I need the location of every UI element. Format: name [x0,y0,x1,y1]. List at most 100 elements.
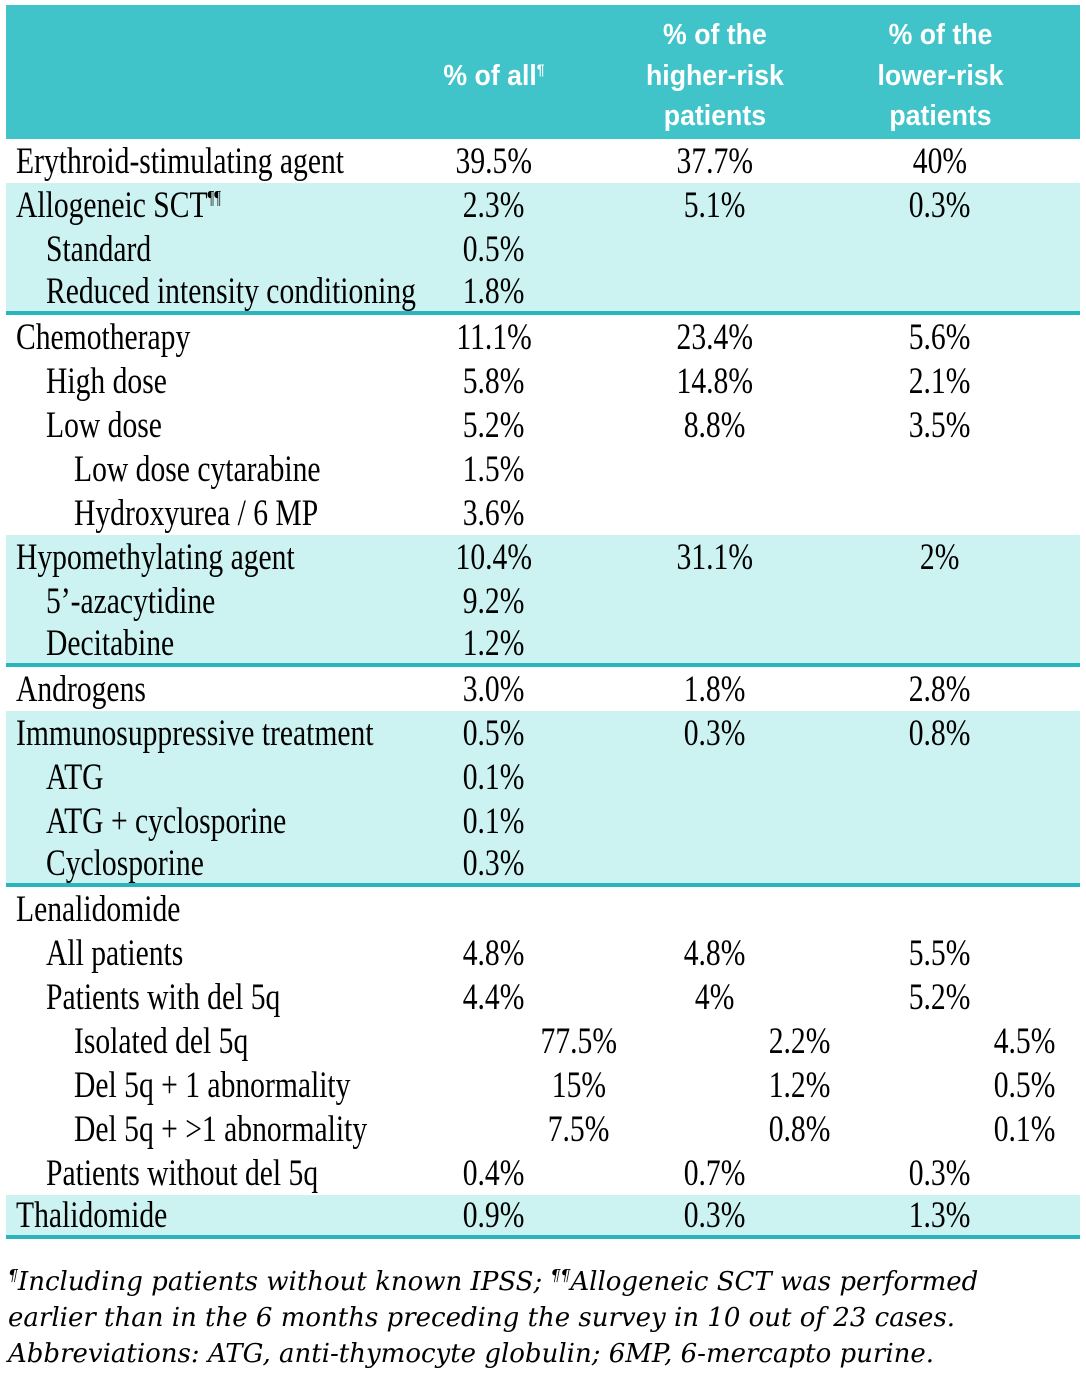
table-row: All patients 4.8% 4.8% 5.5% [6,931,1080,975]
table-row: Allogeneic SCT¶¶ 2.3% 5.1% 0.3% [6,183,1080,227]
row-label-text: Lenalidomide [16,888,181,930]
header-higher-risk-label: % of the higher-risk patients [646,19,784,133]
value-cell: 0.3% [830,187,1050,224]
value-text: 15% [551,1064,607,1106]
value-cell: 0.5% [388,715,600,752]
row-label-text: Standard [46,228,152,270]
table-row: Erythroid-stimulating agent 39.5% 37.7% 40% [6,139,1080,183]
value-cell: 4.4% [388,979,600,1016]
row-label-text: Low dose cytarabine [74,448,321,490]
value-text: 14.8% [676,360,754,402]
value-text: 2% [920,536,960,578]
value-text: 11.1% [456,316,532,358]
footnote-marker: ¶ [8,1266,18,1285]
value-text: 0.1% [463,800,525,842]
treatments-table: % of all¶ % of the higher-risk patients … [6,5,1080,1239]
table-body: Erythroid-stimulating agent 39.5% 37.7% 40%… [6,139,1080,1239]
row-label: ATG + cyclosporine [6,803,388,840]
value-text: 1.2% [769,1064,831,1106]
value-text: 3.6% [463,492,525,534]
value-text: 9.2% [463,580,525,622]
table-header: % of all¶ % of the higher-risk patients … [6,5,1080,139]
value-cell: 1.8% [600,671,830,708]
value-cell: 5.8% [388,363,600,400]
value-text: 4.8% [463,932,525,974]
value-text: 0.3% [684,1194,746,1236]
row-label: Erythroid-stimulating agent [6,143,388,180]
value-text: 4.8% [684,932,746,974]
value-text: 1.2% [463,622,525,664]
value-text: 0.9% [463,1194,525,1236]
row-label-text: Chemotherapy [16,316,191,358]
table-row: Immunosuppressive treatment 0.5% 0.3% 0.8% [6,711,1080,755]
value-text: 2.3% [463,184,525,226]
row-label: Del 5q + 1 abnormality [6,1067,388,1104]
value-cell: 0.3% [600,715,830,752]
table-row: Isolated del 5q 77.5% 2.2% 4.5% [6,1019,1080,1063]
row-label-text: Androgens [16,668,146,710]
value-cell: 8.8% [600,407,830,444]
row-label: Decitabine [6,625,388,662]
value-text: 5.5% [909,932,971,974]
value-cell: 77.5% [388,1023,617,1060]
value-text: 5.2% [909,976,971,1018]
table-row: Hypomethylating agent 10.4% 31.1% 2% [6,535,1080,579]
value-cell: 3.6% [388,495,600,532]
table-row: 5’-azacytidine 9.2% [6,579,1080,623]
row-label-text: Hypomethylating agent [16,536,295,578]
table-row: Thalidomide 0.9% 0.3% 1.3% [6,1195,1080,1239]
row-label: Reduced intensity conditioning [6,273,416,310]
value-cell: 0.1% [830,1111,1056,1148]
table-row: Lenalidomide [6,887,1080,931]
row-label: Patients with del 5q [6,979,388,1016]
value-text: 2.2% [769,1020,831,1062]
table-row: ATG + cyclosporine 0.1% [6,799,1080,843]
value-text: 4.4% [463,976,525,1018]
value-cell: 1.3% [830,1197,1050,1234]
value-text: 5.6% [909,316,971,358]
value-cell: 0.9% [388,1197,600,1234]
row-label: High dose [6,363,388,400]
value-cell: 0.1% [388,803,600,840]
table-row: Patients with del 5q 4.4% 4% 5.2% [6,975,1080,1019]
table-row: High dose 5.8% 14.8% 2.1% [6,359,1080,403]
value-cell: 4.8% [388,935,600,972]
row-label-text: Patients with del 5q [46,976,281,1018]
value-text: 1.8% [463,270,525,312]
value-cell: 5.2% [830,979,1050,1016]
value-cell: 4% [600,979,830,1016]
value-cell: 7.5% [388,1111,610,1148]
table-row: Reduced intensity conditioning 1.8% [6,271,1080,315]
value-cell: 0.1% [388,759,600,796]
value-cell: 10.4% [388,539,600,576]
value-cell: 39.5% [388,143,600,180]
table-row: Androgens 3.0% 1.8% 2.8% [6,667,1080,711]
value-cell: 0.7% [600,1155,830,1192]
row-label-text: ATG + cyclosporine [46,800,287,842]
table-row: Decitabine 1.2% [6,623,1080,667]
row-label: Patients without del 5q [6,1155,388,1192]
value-cell: 14.8% [600,363,830,400]
value-cell: 9.2% [388,583,600,620]
row-label-text: Erythroid-stimulating agent [16,140,344,182]
row-label-text: Decitabine [46,622,175,664]
value-cell: 1.5% [388,451,600,488]
value-cell: 4.5% [830,1023,1056,1060]
row-label: Hydroxyurea / 6 MP [6,495,388,532]
row-label-text: ATG [46,756,104,798]
value-text: 2.1% [909,360,971,402]
value-cell: 2.3% [388,187,600,224]
row-label: Hypomethylating agent [6,539,388,576]
footnote-text: Including patients without known IPSS; [17,1267,551,1297]
value-cell: 0.3% [600,1197,830,1234]
header-cell-higher-risk: % of the higher-risk patients [600,5,830,139]
row-label-text: Cyclosporine [46,842,204,884]
header-cell-lower-risk: % of the lower-risk patients [830,5,1050,139]
row-label: Standard [6,231,388,268]
value-text: 5.1% [684,184,746,226]
value-text: 37.7% [676,140,754,182]
row-label: Thalidomide [6,1197,388,1234]
value-text: 31.1% [676,536,754,578]
row-label: Allogeneic SCT¶¶ [6,187,388,224]
row-label-text: Del 5q + >1 abnormality [74,1108,368,1150]
